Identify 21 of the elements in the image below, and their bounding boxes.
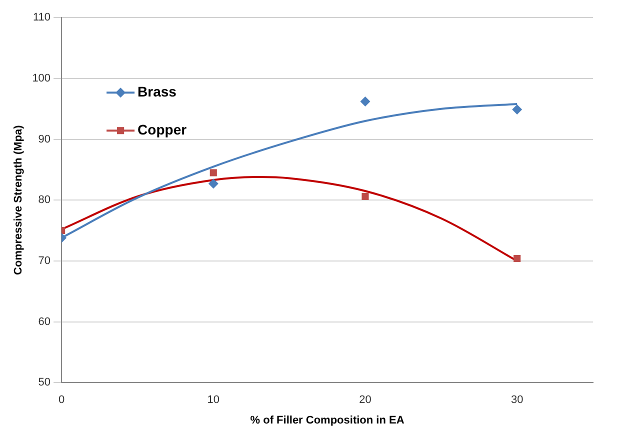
y-tick-label: 80 (38, 194, 51, 206)
point (210, 169, 217, 176)
y-tick-label: 60 (38, 316, 51, 328)
y-tick-label: 110 (33, 12, 51, 24)
y-tick-label: 70 (38, 254, 51, 267)
y-tick-label: 90 (38, 133, 51, 146)
y-axis-title: Compressive Strength (Mpa) (12, 124, 25, 275)
y-tick-label: 100 (32, 72, 51, 84)
point (208, 178, 218, 189)
x-tick-label: 0 (58, 394, 65, 406)
point (512, 104, 522, 114)
legend-label: Brass (138, 83, 177, 100)
point (362, 192, 369, 200)
x-tick-label: 20 (359, 394, 372, 406)
x-tick-label: 10 (207, 394, 220, 406)
point (360, 96, 370, 107)
x-tick-label: 30 (510, 394, 524, 406)
legend-label: Copper (138, 121, 188, 138)
y-tick-label: 50 (38, 376, 51, 389)
x-axis-title: % of Filler Composition in EA (250, 414, 404, 426)
point (514, 254, 521, 262)
